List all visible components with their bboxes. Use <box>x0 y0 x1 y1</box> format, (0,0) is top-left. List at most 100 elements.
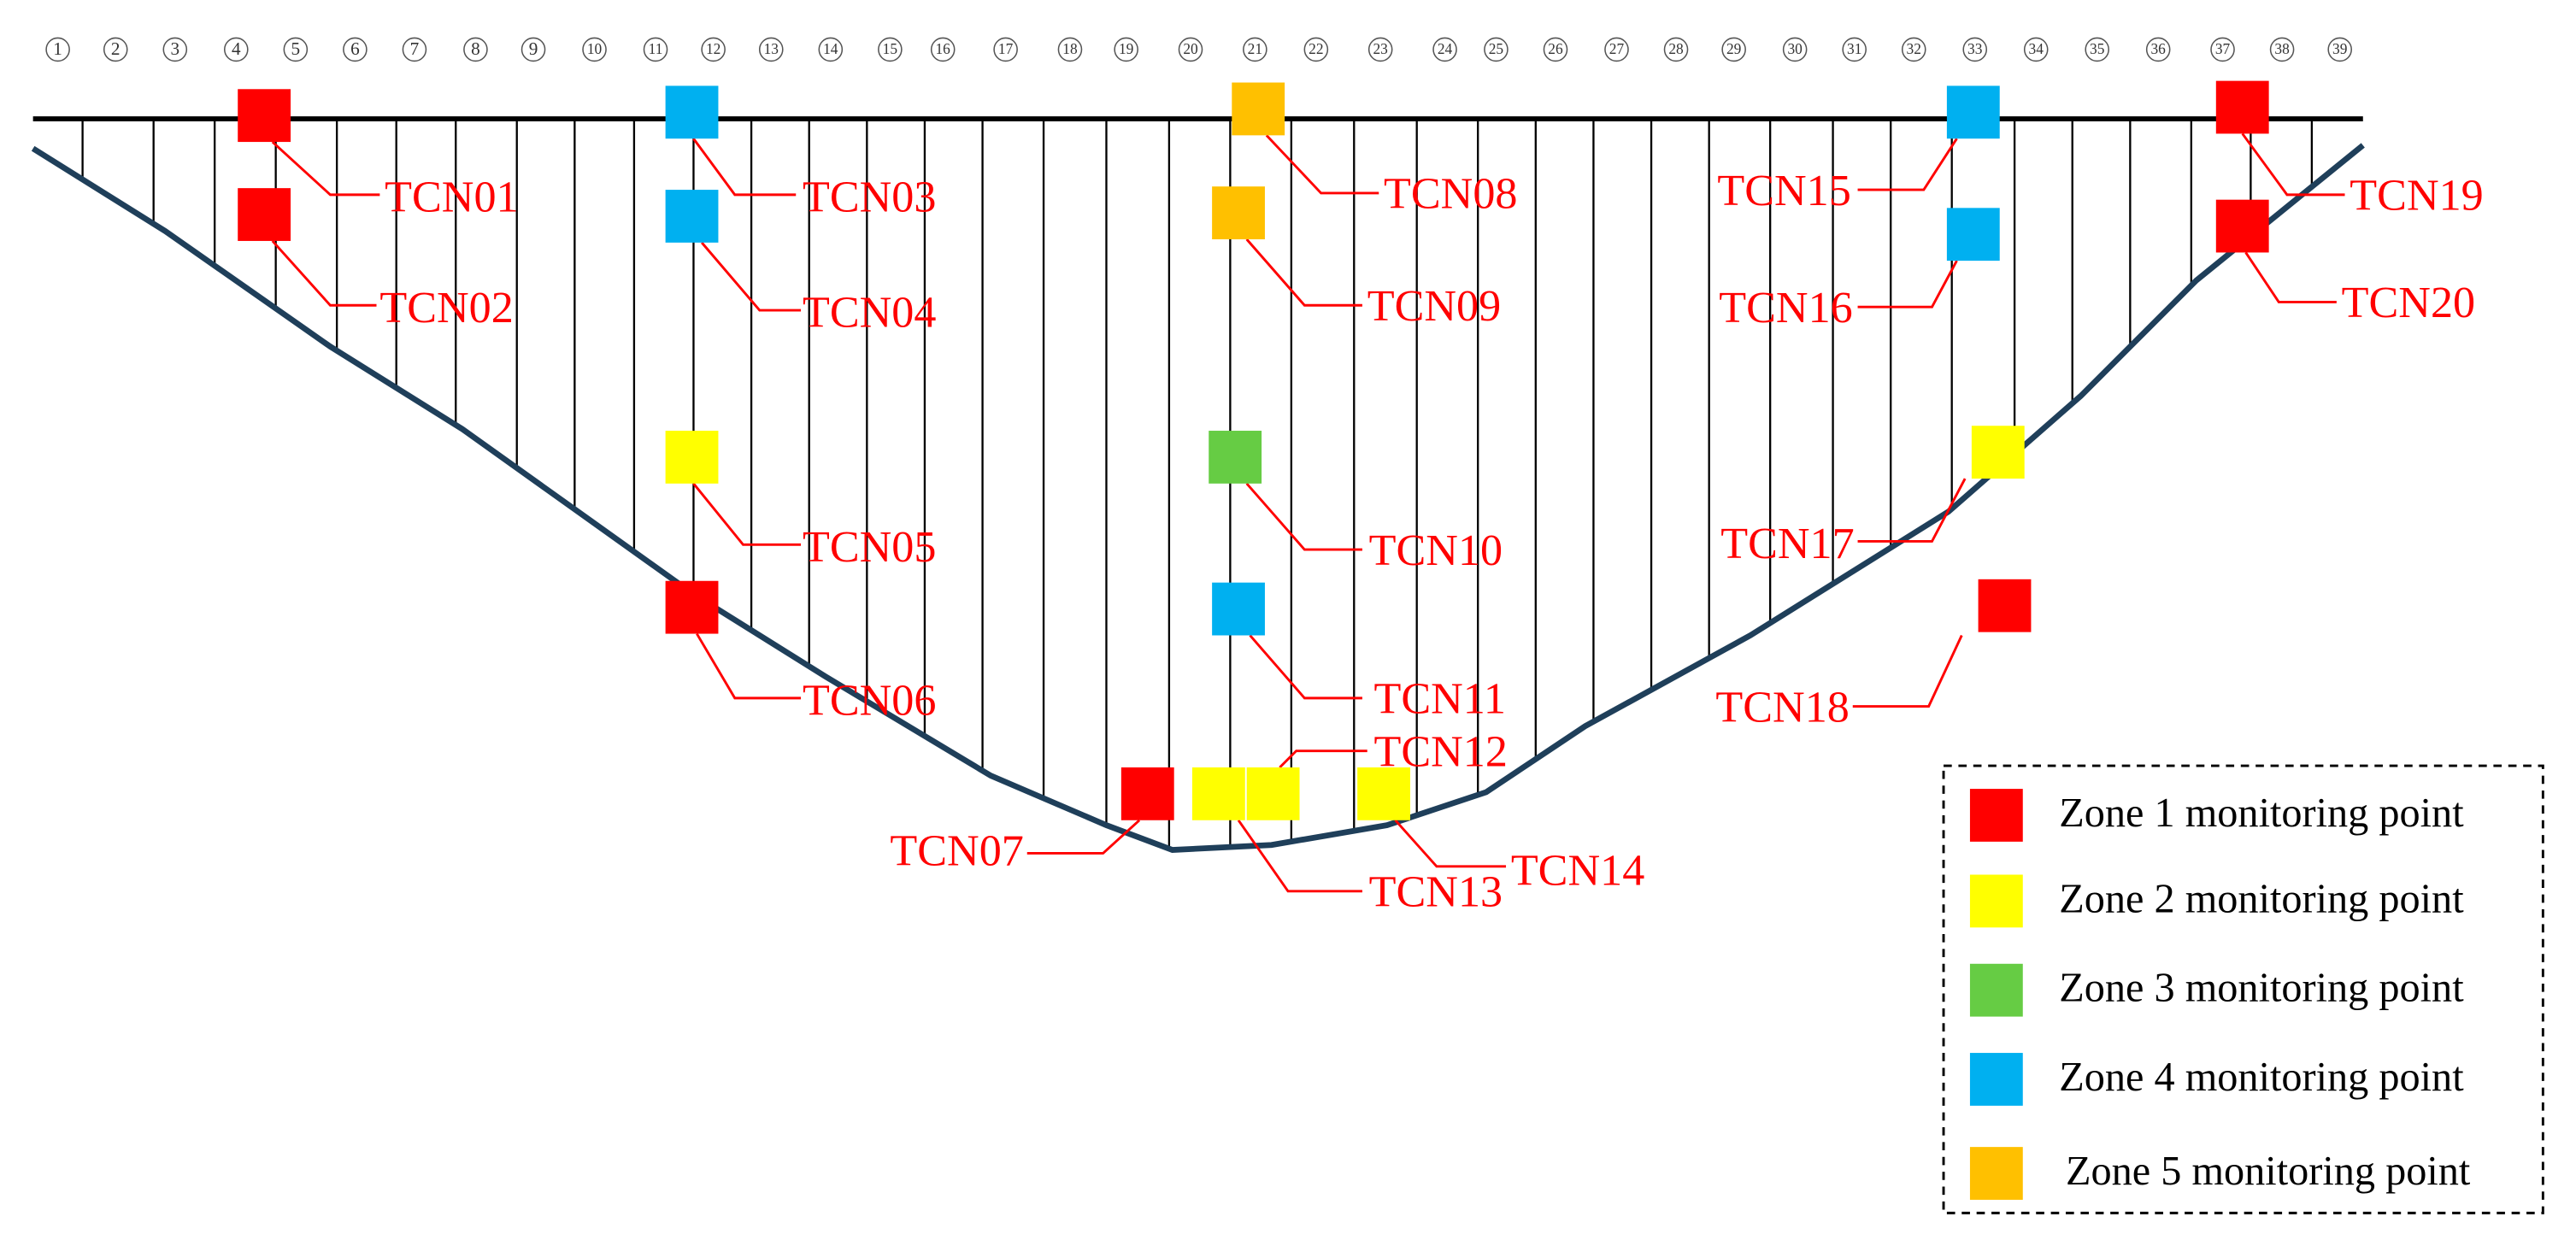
column-number: 15 <box>883 41 898 57</box>
column-number: 2 <box>111 38 121 59</box>
column-circle <box>1057 37 1083 62</box>
monitoring-point <box>1971 426 2025 479</box>
column-circle <box>1178 37 1203 62</box>
column-circle <box>643 37 668 62</box>
point-label: TCN06 <box>803 677 936 726</box>
point-label: TCN08 <box>1384 170 1517 219</box>
column-number: 16 <box>936 41 951 57</box>
monitoring-point <box>1357 767 1410 820</box>
monitoring-point <box>238 188 291 241</box>
column-circle <box>2085 37 2110 62</box>
column-circle <box>1782 37 1808 62</box>
leader-line <box>2241 132 2345 197</box>
column-circle <box>402 37 427 62</box>
leader-line <box>1394 819 1507 868</box>
column-circle <box>758 37 784 62</box>
point-label: TCN10 <box>1369 526 1503 575</box>
column-number: 7 <box>410 38 420 59</box>
legend-swatch <box>1969 963 2023 1017</box>
column-circle <box>2327 37 2353 62</box>
column-number: 30 <box>1787 41 1803 57</box>
leader-line <box>271 239 377 307</box>
column-number: 20 <box>1183 41 1198 57</box>
column-circle <box>2145 37 2171 62</box>
column-number: 21 <box>1248 41 1262 57</box>
leader-line <box>1245 238 1362 307</box>
column-number: 18 <box>1062 41 1078 57</box>
column-circle <box>1543 37 1568 62</box>
point-label: TCN20 <box>2342 279 2475 327</box>
monitoring-point <box>1212 582 1265 636</box>
leader-line <box>696 632 802 700</box>
column-circle <box>1721 37 1746 62</box>
point-label: TCN02 <box>379 284 513 332</box>
legend-label: Zone 3 monitoring point <box>2059 966 2464 1011</box>
column-circle <box>1432 37 1457 62</box>
point-label: TCN05 <box>803 523 936 572</box>
monitoring-point <box>665 85 719 139</box>
legend-swatch <box>1969 874 2023 928</box>
column-number: 8 <box>471 38 480 59</box>
column-circle <box>1114 37 1138 62</box>
column-circle <box>223 37 249 62</box>
point-label: TCN16 <box>1719 284 1852 332</box>
leader-line <box>701 241 802 312</box>
monitoring-point <box>1946 208 2000 262</box>
monitoring-point <box>1212 186 1265 240</box>
point-label: TCN01 <box>385 173 518 222</box>
leader-line <box>1249 634 1362 700</box>
point-label: TCN19 <box>2350 172 2483 220</box>
column-circle <box>103 37 128 62</box>
valley-profile <box>31 143 2365 853</box>
monitoring-point <box>1946 85 2000 139</box>
column-number: 13 <box>764 41 779 57</box>
column-number: 6 <box>350 38 360 59</box>
column-number: 35 <box>2090 41 2105 57</box>
column-circle <box>2023 37 2049 62</box>
column-circle <box>930 37 956 62</box>
column-number: 1 <box>53 38 62 59</box>
column-circle <box>45 37 70 62</box>
column-number: 33 <box>1967 41 1983 57</box>
point-label: TCN15 <box>1717 167 1850 215</box>
column-circle <box>701 37 726 62</box>
column-circle <box>1604 37 1629 62</box>
column-number: 38 <box>2274 41 2290 57</box>
column-circle <box>1303 37 1329 62</box>
legend-label: Zone 5 monitoring point <box>2066 1149 2471 1194</box>
column-number: 25 <box>1489 41 1504 57</box>
point-label: TCN18 <box>1715 683 1849 732</box>
monitoring-point <box>238 89 291 143</box>
point-label: TCN17 <box>1720 520 1854 568</box>
point-label: TCN09 <box>1367 282 1501 331</box>
column-number: 3 <box>170 38 179 59</box>
monitoring-point <box>1209 431 1262 484</box>
monitoring-point <box>1246 767 1300 820</box>
column-number: 27 <box>1609 41 1625 57</box>
column-circle <box>2269 37 2295 62</box>
column-circle <box>343 37 368 62</box>
column-circle <box>162 37 188 62</box>
point-label: TCN11 <box>1373 675 1506 724</box>
column-circle <box>1484 37 1509 62</box>
monitoring-point <box>665 190 719 243</box>
point-label: TCN13 <box>1369 868 1503 917</box>
column-number: 26 <box>1548 41 1563 57</box>
leader-line <box>1265 134 1379 195</box>
monitoring-point <box>1120 767 1174 820</box>
column-number: 36 <box>2151 41 2167 57</box>
monitoring-point <box>665 431 719 484</box>
column-circle <box>1842 37 1867 62</box>
point-label: TCN07 <box>890 826 1023 875</box>
column-number: 23 <box>1373 41 1389 57</box>
leader-line <box>692 482 802 546</box>
column-circle <box>818 37 844 62</box>
column-circle <box>1367 37 1393 62</box>
column-circle <box>520 37 546 62</box>
column-circle <box>1962 37 1988 62</box>
monitoring-point <box>1191 767 1245 820</box>
legend-label: Zone 2 monitoring point <box>2059 876 2464 921</box>
column-circle <box>463 37 488 62</box>
column-number: 12 <box>706 41 720 57</box>
